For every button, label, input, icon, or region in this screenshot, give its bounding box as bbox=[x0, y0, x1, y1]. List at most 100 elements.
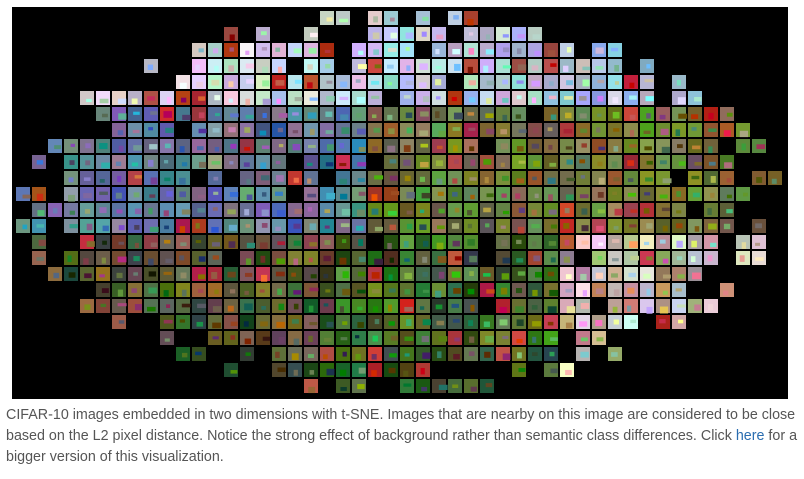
thumbnail-subject bbox=[438, 208, 445, 214]
thumbnail-subject bbox=[101, 113, 108, 118]
thumbnail-subject bbox=[613, 289, 620, 296]
thumbnail-subject bbox=[500, 162, 505, 168]
thumbnail-subject bbox=[502, 47, 510, 53]
thumbnail-tile bbox=[16, 187, 30, 201]
thumbnail-subject bbox=[357, 271, 366, 277]
thumbnail-tile bbox=[496, 27, 510, 41]
thumbnail-subject bbox=[307, 162, 313, 166]
thumbnail-subject bbox=[486, 128, 495, 135]
thumbnail-subject bbox=[419, 209, 425, 214]
thumbnail-subject bbox=[243, 321, 249, 327]
thumbnail-subject bbox=[420, 367, 425, 375]
thumbnail-subject bbox=[355, 335, 360, 339]
thumbnail-subject bbox=[470, 304, 475, 312]
thumbnail-subject bbox=[213, 176, 219, 181]
thumbnail-subject bbox=[261, 145, 270, 149]
thumbnail-subject bbox=[374, 175, 384, 180]
thumbnail-subject bbox=[388, 288, 396, 293]
thumbnail-subject bbox=[451, 303, 459, 308]
thumbnail-subject bbox=[707, 208, 712, 215]
thumbnail-subject bbox=[260, 162, 267, 169]
thumbnail-subject bbox=[581, 240, 589, 245]
thumbnail-subject bbox=[451, 223, 460, 229]
thumbnail-subject bbox=[230, 370, 238, 374]
thumbnail-subject bbox=[212, 322, 221, 329]
thumbnail-subject bbox=[294, 97, 303, 102]
thumbnail-subject bbox=[406, 191, 415, 199]
thumbnail-subject bbox=[694, 96, 702, 102]
thumbnail-subject bbox=[692, 272, 701, 280]
thumbnail-subject bbox=[371, 370, 377, 377]
thumbnail-subject bbox=[323, 303, 329, 307]
thumbnail-subject bbox=[342, 239, 347, 244]
thumbnail-subject bbox=[614, 81, 620, 85]
caption-link-here[interactable]: here bbox=[735, 428, 765, 444]
thumbnail-tile bbox=[224, 91, 238, 105]
thumbnail-subject bbox=[437, 225, 445, 230]
thumbnail-subject bbox=[579, 194, 589, 199]
thumbnail-subject bbox=[515, 288, 523, 294]
thumbnail-subject bbox=[628, 272, 636, 278]
thumbnail-subject bbox=[260, 31, 267, 36]
thumbnail-subject bbox=[358, 239, 364, 247]
thumbnail-subject bbox=[468, 47, 475, 55]
thumbnail-subject bbox=[548, 95, 557, 100]
thumbnail-subject bbox=[549, 289, 559, 297]
thumbnail-subject bbox=[228, 127, 236, 133]
thumbnail-subject bbox=[309, 322, 318, 326]
thumbnail-subject bbox=[118, 113, 127, 120]
thumbnail-subject bbox=[549, 81, 554, 86]
thumbnail-tile bbox=[144, 251, 158, 265]
thumbnail-tile bbox=[544, 187, 558, 201]
thumbnail-subject bbox=[435, 111, 440, 119]
thumbnail-subject bbox=[627, 160, 634, 166]
thumbnail-subject bbox=[260, 175, 270, 181]
thumbnail-subject bbox=[549, 351, 555, 357]
thumbnail-tile bbox=[752, 235, 766, 249]
thumbnail-subject bbox=[102, 225, 109, 232]
thumbnail-subject bbox=[371, 80, 380, 85]
thumbnail-subject bbox=[355, 79, 361, 83]
thumbnail-subject bbox=[580, 351, 589, 358]
thumbnail-subject bbox=[148, 271, 157, 277]
thumbnail-subject bbox=[597, 79, 605, 84]
thumbnail-subject bbox=[195, 223, 200, 229]
thumbnail-tile bbox=[336, 11, 350, 25]
thumbnail-subject bbox=[245, 352, 251, 356]
thumbnail-subject bbox=[435, 79, 442, 86]
thumbnail-subject bbox=[692, 145, 701, 150]
thumbnail-subject bbox=[501, 175, 509, 181]
thumbnail-subject bbox=[228, 65, 235, 72]
thumbnail-subject bbox=[309, 370, 315, 375]
thumbnail-tile bbox=[720, 171, 734, 185]
thumbnail-subject bbox=[501, 193, 507, 198]
thumbnail-subject bbox=[309, 223, 317, 231]
thumbnail-tile bbox=[176, 155, 190, 169]
thumbnail-subject bbox=[467, 66, 473, 74]
thumbnail-subject bbox=[502, 34, 509, 38]
thumbnail-subject bbox=[548, 194, 553, 201]
thumbnail-tile bbox=[320, 155, 334, 169]
thumbnail-subject bbox=[534, 50, 541, 56]
thumbnail-subject bbox=[195, 240, 202, 244]
thumbnail-subject bbox=[181, 352, 188, 358]
thumbnail-subject bbox=[485, 383, 493, 388]
thumbnail-subject bbox=[357, 128, 366, 135]
thumbnail-subject bbox=[307, 112, 317, 119]
thumbnail-subject bbox=[374, 64, 382, 69]
thumbnail-subject bbox=[212, 207, 218, 211]
thumbnail-subject bbox=[388, 274, 393, 281]
thumbnail-subject bbox=[422, 352, 431, 359]
thumbnail-subject bbox=[691, 114, 699, 120]
thumbnail-subject bbox=[565, 322, 573, 329]
thumbnail-subject bbox=[196, 146, 204, 151]
thumbnail-subject bbox=[83, 193, 92, 199]
thumbnail-subject bbox=[163, 271, 172, 275]
thumbnail-tile bbox=[288, 123, 302, 137]
thumbnail-subject bbox=[627, 192, 637, 197]
thumbnail-subject bbox=[340, 193, 348, 200]
thumbnail-subject bbox=[646, 113, 651, 119]
thumbnail-subject bbox=[325, 130, 334, 134]
thumbnail-subject bbox=[547, 177, 556, 184]
thumbnail-subject bbox=[435, 96, 441, 100]
